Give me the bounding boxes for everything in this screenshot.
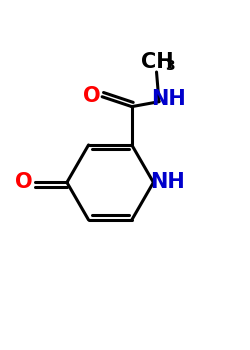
Text: NH: NH — [150, 173, 184, 193]
Text: 3: 3 — [165, 59, 175, 73]
Text: O: O — [15, 173, 32, 193]
Text: O: O — [84, 85, 101, 105]
Text: CH: CH — [142, 52, 174, 72]
Text: NH: NH — [152, 89, 186, 109]
